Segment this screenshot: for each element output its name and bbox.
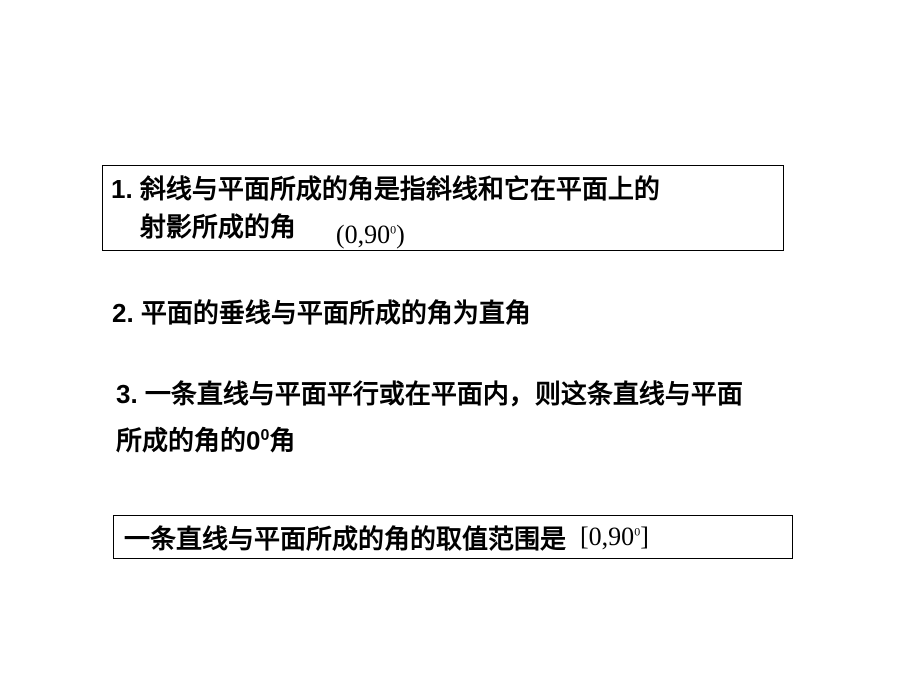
interval-open-expression: (0,900) [336,220,405,250]
expr-open: (0,90 [336,220,390,249]
definition-1-line-2-text: 射影所成的角 [111,208,296,246]
range-text: 一条直线与平面所成的角的取值范围是 [124,519,566,556]
definition-2: 2. 平面的垂线与平面所成的角为直角 [112,293,531,330]
range-box: 一条直线与平面所成的角的取值范围是 [0,900] [113,515,793,559]
definition-3: 3. 一条直线与平面平行或在平面内，则这条直线与平面所成的角的00角 [116,373,766,462]
expr-close: ) [396,220,405,249]
definition-3-prefix: 3. 一条直线与平面平行或在平面内，则这条直线与平面所成的角的0 [116,379,743,456]
expr2-open: [0,90 [580,522,634,551]
definition-1-line-2-row: 射影所成的角 (0,900) [111,208,783,246]
definition-3-suffix: 角 [269,426,295,456]
expr2-close: ] [640,522,649,551]
definition-1-line-1: 1. 斜线与平面所成的角是指斜线和它在平面上的 [111,170,783,208]
interval-closed-expression: [0,900] [580,522,649,552]
definition-box-1: 1. 斜线与平面所成的角是指斜线和它在平面上的 射影所成的角 (0,900) [102,165,784,251]
slide: 1. 斜线与平面所成的角是指斜线和它在平面上的 射影所成的角 (0,900) 2… [0,0,920,690]
